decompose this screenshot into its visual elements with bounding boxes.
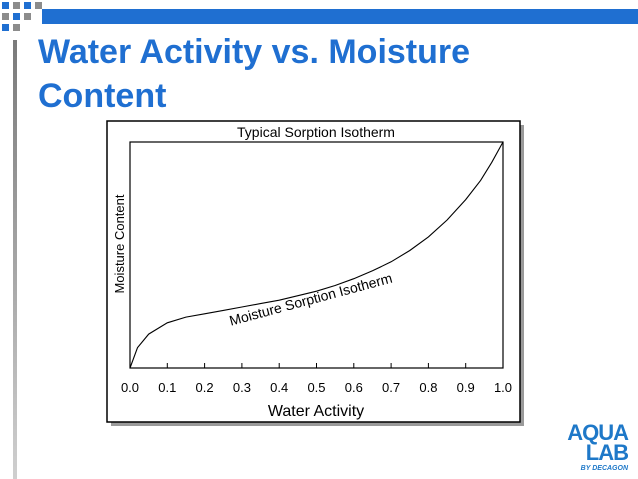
x-tick-label-9: 0.9 [457,380,475,395]
y-axis-label: Moisture Content [112,194,127,293]
x-tick-label-2: 0.2 [196,380,214,395]
x-tick-label-1: 0.1 [158,380,176,395]
x-tick-label-3: 0.3 [233,380,251,395]
x-axis-tick-labels: 0.0 0.1 0.2 0.3 0.4 0.5 0.6 0.7 0.8 0.9 1.0 [121,380,512,395]
slide-title: Water Activity vs. Moisture Content [38,33,471,115]
left-accent-bar [13,40,17,479]
isotherm-curve [129,141,504,369]
chart-title: Typical Sorption Isotherm [237,124,395,140]
x-axis-ticks [129,363,504,368]
plot-area [129,141,504,369]
x-tick-label-6: 0.6 [345,380,363,395]
x-tick-label-5: 0.5 [307,380,325,395]
logo-line2: LAB [585,440,629,465]
x-tick-label-4: 0.4 [270,380,288,395]
x-tick-label-8: 0.8 [419,380,437,395]
logo-byline: BY DECAGON [580,465,628,472]
logo-line1: AQUA [567,420,629,445]
corner-squares-decoration [2,2,42,31]
x-tick-label-10: 1.0 [494,380,512,395]
title-bar-stripe [42,9,638,24]
aqualab-logo: AQUA LAB BY DECAGON [556,420,629,473]
x-axis-label: Water Activity [268,403,364,420]
x-tick-label-7: 0.7 [382,380,400,395]
x-tick-label-0: 0.0 [121,380,139,395]
